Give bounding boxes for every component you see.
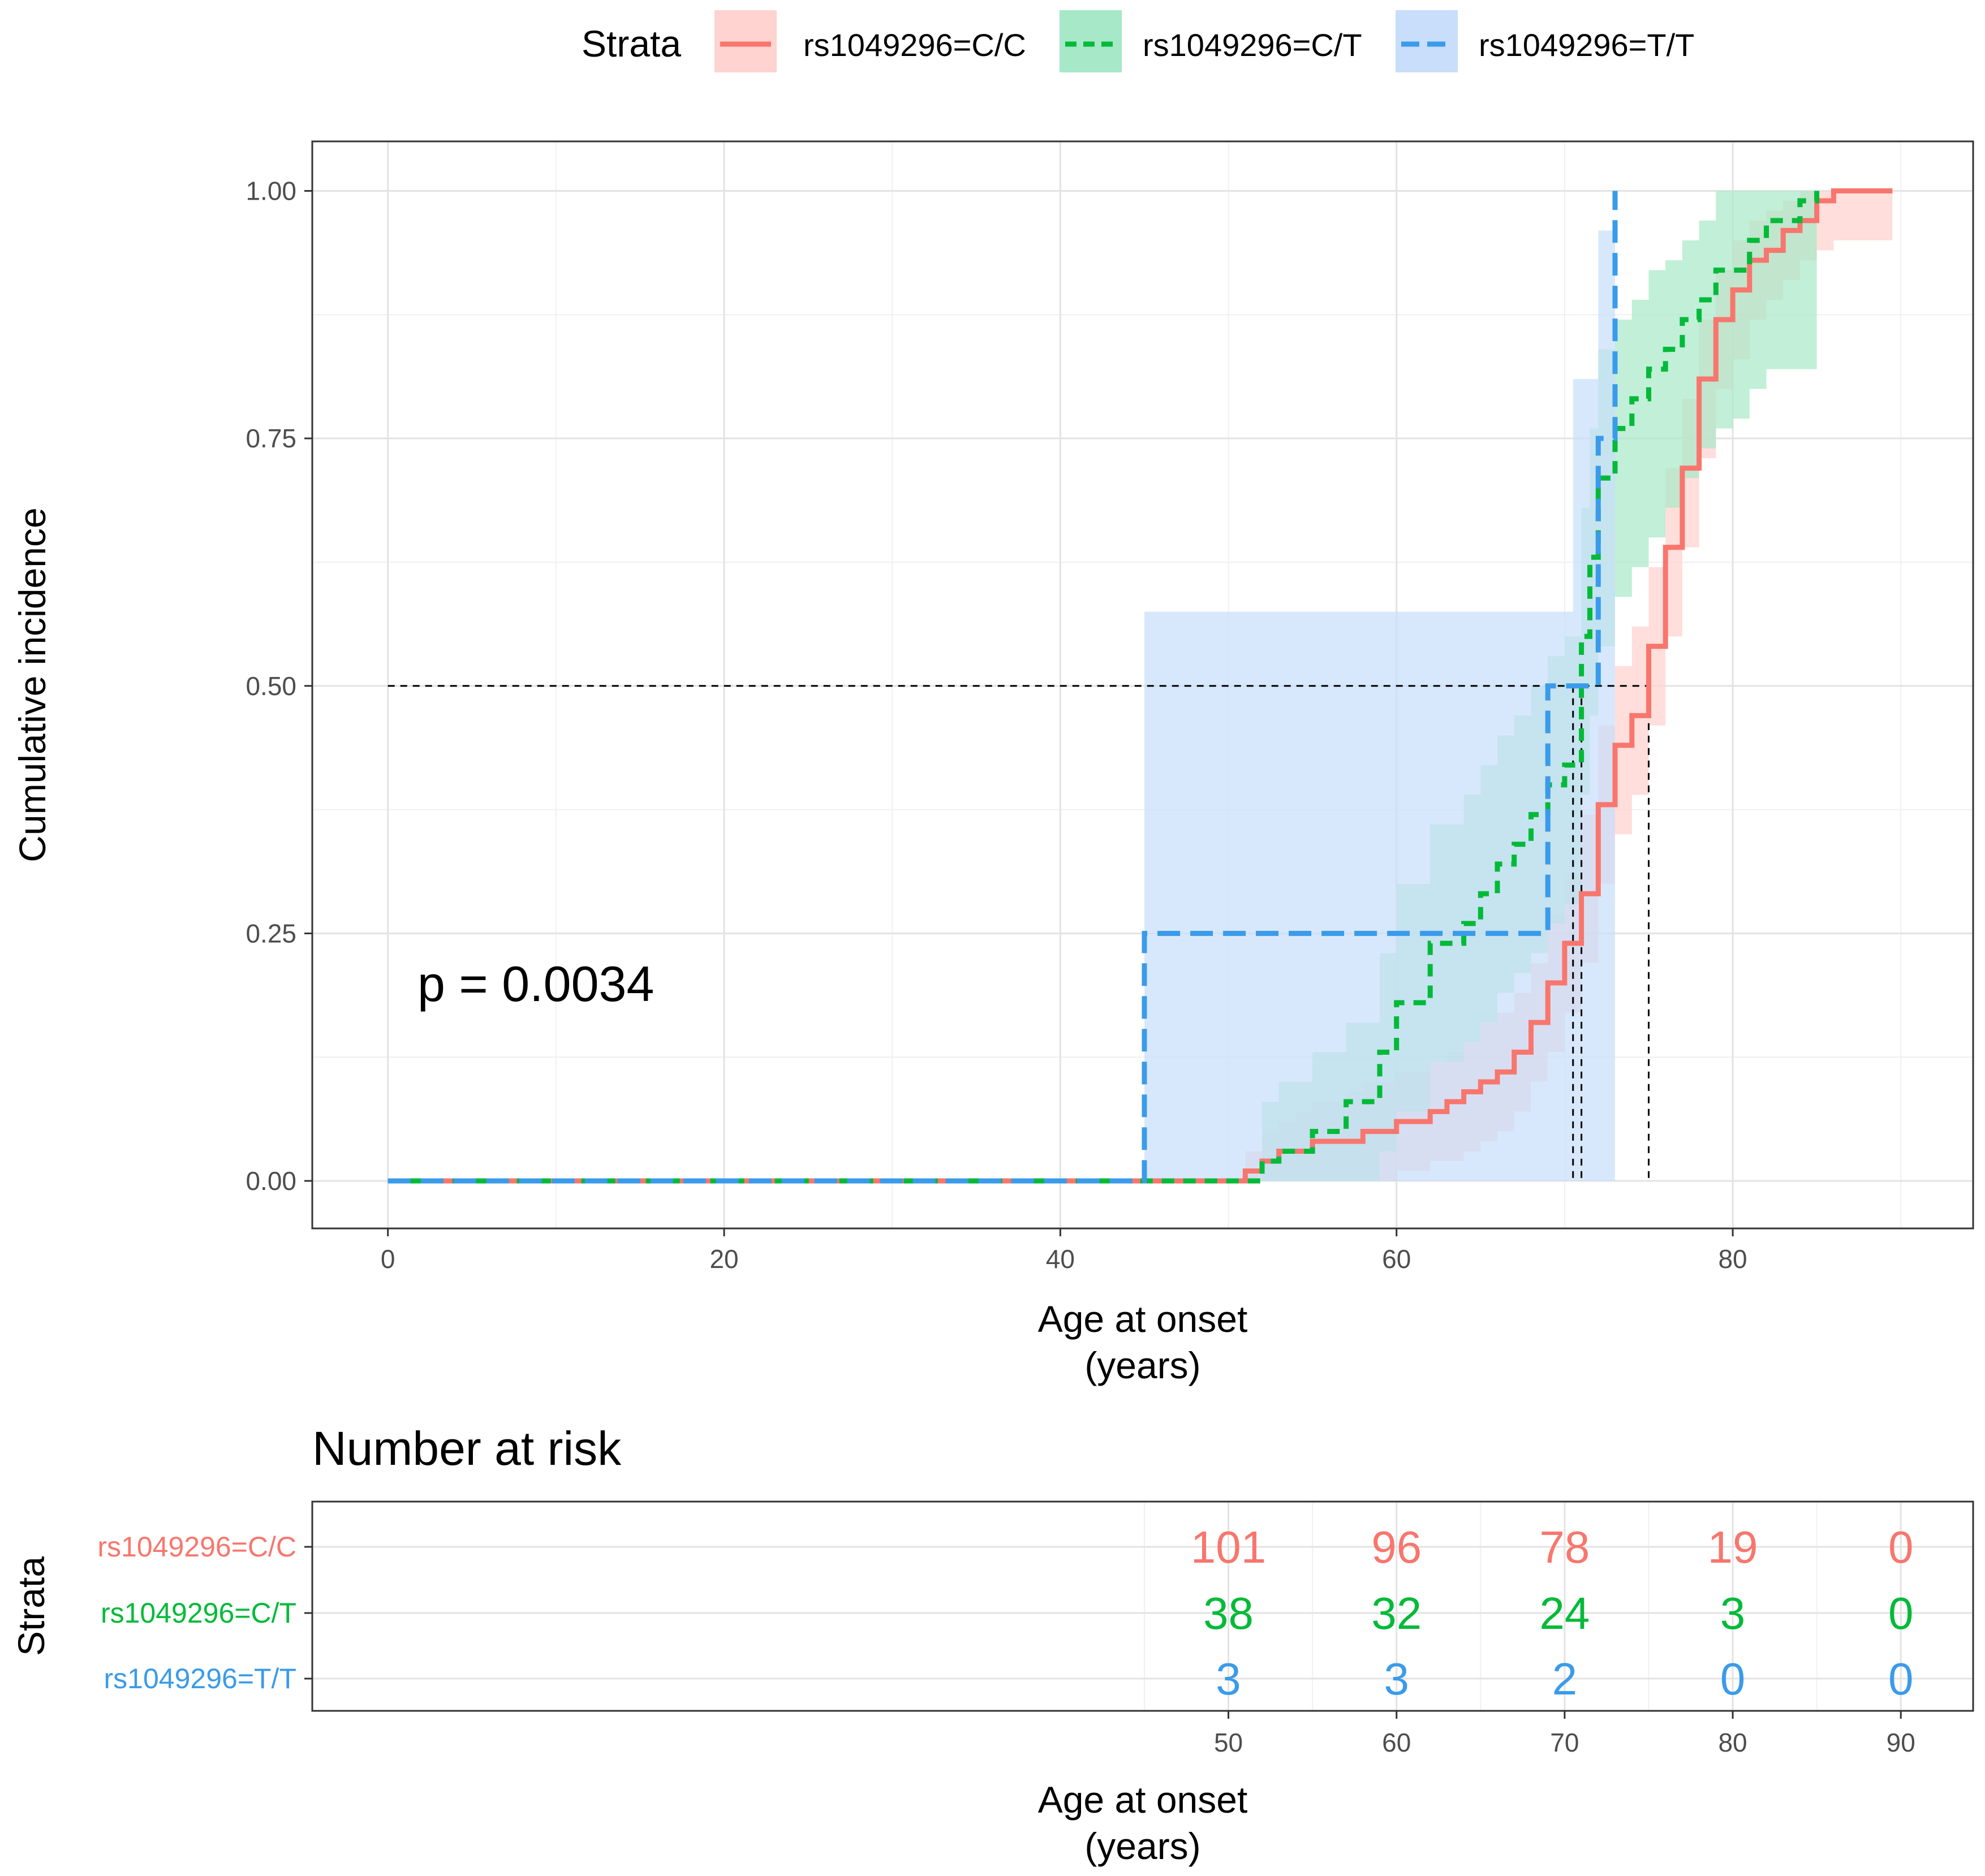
legend-title: Strata [582, 23, 681, 64]
y-tick-label: 0.25 [246, 918, 296, 948]
x-tick-label: 20 [709, 1244, 738, 1274]
legend-key-tt [1396, 10, 1458, 72]
plot-border [311, 140, 1974, 1230]
risk-value: 78 [1539, 1522, 1590, 1572]
x-tick-label: 60 [1382, 1244, 1411, 1274]
risk-table-title: Number at risk [312, 1422, 622, 1475]
risk-value: 3 [1216, 1654, 1241, 1704]
risk-values: 101 96 78 19 038 32 24 3 03 3 2 0 0 [1191, 1522, 1914, 1704]
risk-value: 0 [1888, 1588, 1914, 1638]
y-tick-label: 0.50 [246, 671, 296, 701]
risk-x-tick-label: 50 [1214, 1728, 1243, 1757]
x-tick-label: 0 [381, 1244, 395, 1274]
risk-x-tick-label: 80 [1718, 1728, 1747, 1757]
risk-row-label: rs1049296=C/C [97, 1531, 296, 1563]
curve-cc [387, 188, 1893, 1184]
legend-label-ct: rs1049296=C/T [1143, 27, 1362, 63]
main-plot: 0.00 0.25 0.50 0.75 1.00 0 20 40 60 80 p = 0.003… [11, 140, 1974, 1386]
axis-title-line: (years) [1084, 1825, 1200, 1867]
survival-curves [387, 188, 1893, 1184]
risk-value: 0 [1888, 1522, 1914, 1572]
risk-x-tick-label: 90 [1887, 1728, 1915, 1757]
risk-grid [312, 1502, 1973, 1711]
y-axis-title: Cumulative incidence [11, 507, 53, 862]
y-axis: 0.00 0.25 0.50 0.75 1.00 [246, 176, 312, 1196]
risk-x-tick-label: 60 [1382, 1728, 1411, 1757]
axis-title-line: (years) [1084, 1344, 1200, 1386]
x-tick-label: 40 [1046, 1244, 1075, 1274]
axis-title-line: Age at onset [1038, 1779, 1248, 1821]
legend-key-ct [1060, 10, 1122, 72]
y-tick-label: 0.00 [246, 1166, 296, 1196]
risk-table-panel [312, 1502, 1973, 1711]
legend-label-cc: rs1049296=C/C [803, 27, 1026, 63]
risk-value: 101 [1191, 1522, 1266, 1572]
risk-y-axis-title: Strata [10, 1556, 52, 1656]
risk-x-axis: 50 60 70 80 90 [1214, 1711, 1915, 1757]
legend-label-tt: rs1049296=T/T [1479, 27, 1694, 63]
p-value-annotation: p = 0.0034 [417, 956, 654, 1012]
risk-row-label: rs1049296=C/T [101, 1597, 296, 1629]
risk-value: 19 [1708, 1522, 1758, 1572]
legend-key-cc [714, 10, 777, 72]
risk-row-label: rs1049296=T/T [104, 1663, 296, 1694]
median-lines [387, 685, 1650, 1181]
risk-value: 24 [1539, 1588, 1590, 1638]
axis-title-line: Age at onset [1038, 1298, 1248, 1340]
risk-table: Number at risk 101 96 78 19 038 32 24 3 03 3 2 0 0 r… [10, 1422, 1974, 1867]
risk-value: 0 [1888, 1654, 1914, 1704]
risk-x-tick-label: 70 [1550, 1728, 1579, 1757]
x-axis-title: Age at onset (years) [1038, 1298, 1248, 1386]
risk-value: 38 [1203, 1588, 1254, 1638]
risk-value: 3 [1720, 1588, 1746, 1638]
legend: Strata rs1049296=C/C rs1049296=C/T rs104… [582, 10, 1694, 72]
risk-row-labels: rs1049296=C/C rs1049296=C/T rs1049296=T/T [97, 1531, 312, 1694]
risk-value: 96 [1371, 1522, 1422, 1572]
risk-table-border [311, 1500, 1974, 1712]
y-tick-label: 1.00 [246, 176, 296, 206]
risk-value: 0 [1720, 1654, 1746, 1704]
risk-x-axis-title: Age at onset (years) [1038, 1779, 1248, 1867]
risk-value: 32 [1371, 1588, 1422, 1638]
y-tick-label: 0.75 [246, 424, 296, 453]
risk-value: 2 [1552, 1654, 1578, 1704]
risk-value: 3 [1384, 1654, 1409, 1704]
curve-ct [387, 191, 1820, 1184]
x-axis: 0 20 40 60 80 [381, 1228, 1747, 1274]
x-tick-label: 80 [1718, 1244, 1747, 1274]
